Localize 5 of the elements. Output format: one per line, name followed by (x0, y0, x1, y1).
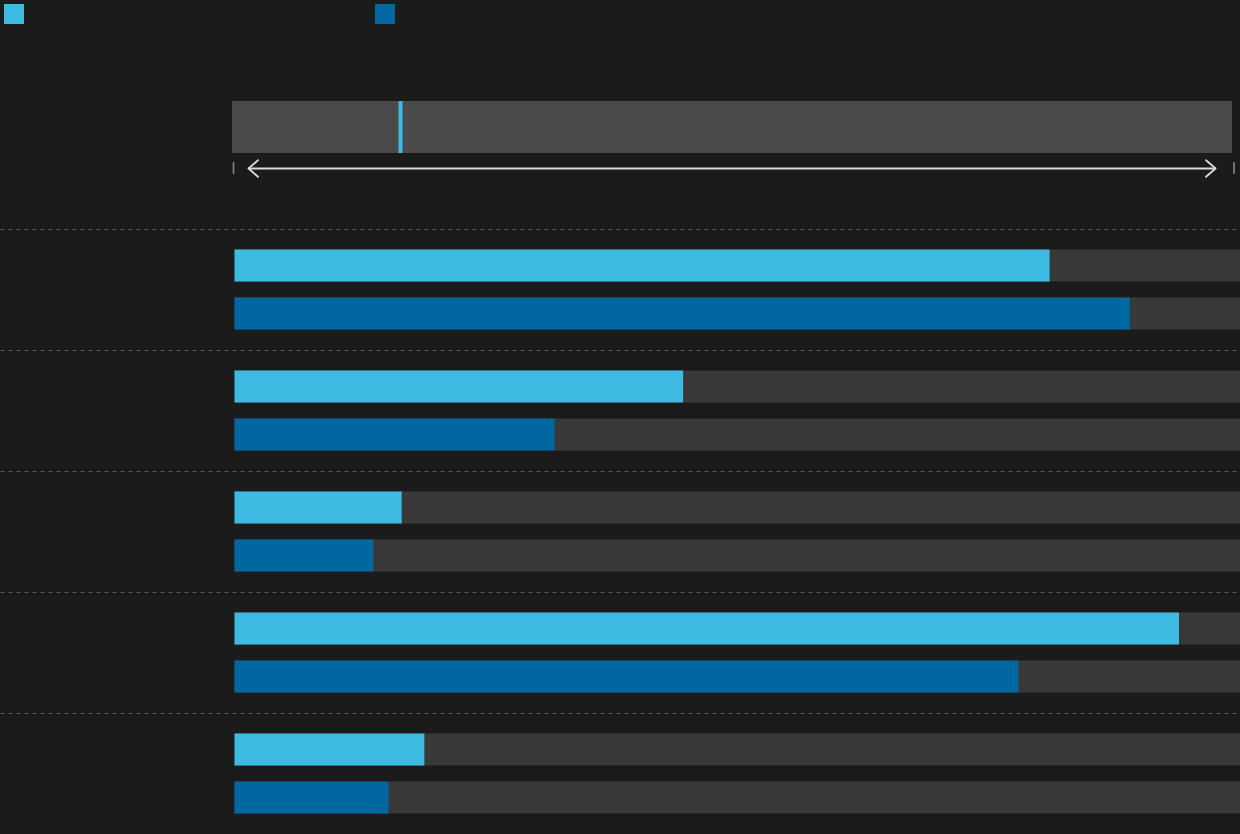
bar (234, 733, 425, 766)
bar (234, 539, 374, 572)
bar (234, 418, 555, 451)
bar (234, 781, 389, 814)
bar (234, 491, 402, 524)
